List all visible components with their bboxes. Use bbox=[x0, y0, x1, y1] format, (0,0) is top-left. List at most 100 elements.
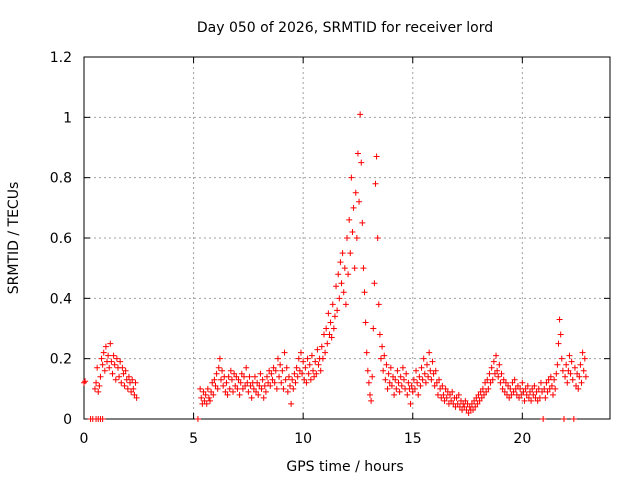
data-point bbox=[123, 376, 130, 383]
x-tick-label: 10 bbox=[294, 431, 312, 447]
data-point bbox=[535, 385, 542, 392]
data-point bbox=[432, 367, 439, 374]
data-point bbox=[386, 379, 393, 386]
data-point bbox=[93, 379, 100, 386]
data-point bbox=[519, 379, 526, 386]
data-point bbox=[527, 388, 534, 395]
data-point bbox=[510, 388, 517, 395]
data-point bbox=[201, 397, 208, 404]
data-point bbox=[514, 382, 521, 389]
data-point bbox=[236, 391, 243, 398]
data-point bbox=[228, 376, 235, 383]
data-point bbox=[125, 373, 132, 380]
data-point bbox=[516, 394, 523, 401]
data-point bbox=[117, 358, 124, 365]
data-point bbox=[563, 361, 570, 368]
data-point bbox=[365, 379, 372, 386]
data-point bbox=[293, 364, 300, 371]
data-point bbox=[91, 385, 98, 392]
data-point bbox=[323, 325, 330, 332]
data-point bbox=[240, 373, 247, 380]
y-axis-label: SRMTID / TECUs bbox=[6, 182, 22, 295]
x-tick-label: 15 bbox=[404, 431, 422, 447]
data-point bbox=[220, 382, 227, 389]
data-point bbox=[267, 382, 274, 389]
data-point bbox=[556, 316, 563, 323]
data-point bbox=[368, 397, 375, 404]
data-point bbox=[102, 343, 109, 350]
data-point bbox=[344, 235, 350, 241]
data-series-srmtid bbox=[81, 111, 589, 422]
data-point bbox=[415, 391, 422, 398]
data-point bbox=[466, 403, 473, 410]
data-point bbox=[409, 388, 416, 395]
data-point bbox=[420, 355, 427, 362]
data-point bbox=[284, 388, 291, 395]
data-point bbox=[110, 352, 117, 359]
data-point bbox=[422, 379, 429, 386]
data-point bbox=[438, 394, 445, 401]
data-point bbox=[295, 355, 302, 362]
data-point bbox=[399, 364, 406, 371]
data-point bbox=[377, 355, 384, 362]
data-point bbox=[94, 364, 101, 371]
data-point bbox=[234, 385, 241, 392]
data-point bbox=[341, 265, 348, 272]
data-point bbox=[233, 373, 240, 380]
data-point bbox=[270, 364, 277, 371]
data-point bbox=[208, 388, 215, 395]
data-point bbox=[362, 319, 369, 326]
data-point bbox=[545, 376, 552, 383]
data-point bbox=[100, 349, 107, 356]
data-point bbox=[289, 376, 296, 383]
data-point bbox=[230, 388, 237, 395]
data-point bbox=[382, 376, 389, 383]
data-point bbox=[202, 391, 209, 398]
data-point bbox=[499, 385, 506, 392]
data-point bbox=[198, 394, 205, 401]
data-point bbox=[577, 361, 584, 368]
data-point bbox=[539, 388, 546, 395]
data-point bbox=[381, 352, 388, 359]
data-point bbox=[428, 376, 435, 383]
data-point bbox=[449, 388, 456, 395]
data-point bbox=[304, 355, 311, 362]
data-point bbox=[328, 334, 335, 341]
data-point bbox=[292, 379, 299, 386]
x-tick-label: 20 bbox=[513, 431, 531, 447]
data-point bbox=[96, 382, 103, 389]
data-point bbox=[231, 370, 238, 377]
data-point bbox=[462, 397, 469, 404]
data-point bbox=[541, 385, 548, 392]
data-point bbox=[322, 349, 329, 356]
data-point bbox=[271, 379, 278, 386]
data-point bbox=[560, 416, 567, 422]
data-point bbox=[131, 391, 138, 398]
data-point bbox=[242, 382, 249, 389]
data-point bbox=[553, 370, 560, 377]
data-point bbox=[345, 271, 352, 278]
data-point bbox=[99, 416, 106, 422]
data-point bbox=[488, 364, 495, 371]
data-point bbox=[508, 391, 515, 398]
data-point bbox=[371, 280, 378, 287]
data-point bbox=[489, 376, 496, 383]
data-point bbox=[493, 352, 500, 359]
data-point bbox=[339, 250, 346, 257]
data-point bbox=[336, 295, 343, 302]
data-point bbox=[473, 394, 480, 401]
data-point bbox=[406, 385, 413, 392]
data-point bbox=[261, 382, 268, 389]
data-point bbox=[335, 271, 342, 278]
data-point bbox=[259, 376, 266, 383]
data-point bbox=[400, 376, 407, 383]
data-point bbox=[471, 397, 478, 404]
data-point bbox=[384, 385, 391, 392]
data-point bbox=[394, 367, 401, 374]
data-point bbox=[477, 388, 484, 395]
data-point bbox=[272, 367, 279, 374]
data-point bbox=[484, 376, 491, 383]
data-point bbox=[496, 361, 503, 368]
data-point bbox=[565, 367, 572, 374]
data-point bbox=[390, 373, 397, 380]
